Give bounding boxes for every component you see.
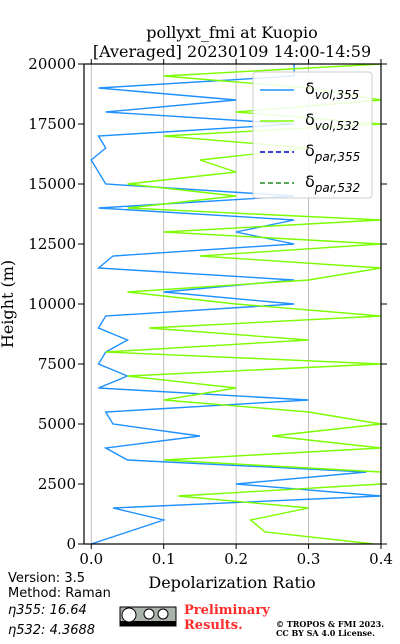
x-tick-label: 0.2	[224, 550, 248, 568]
x-tick-label: 0.1	[152, 550, 176, 568]
y-tick-label: 0	[66, 535, 76, 553]
y-tick-label: 20000	[28, 55, 76, 73]
y-tick-label: 15000	[28, 175, 76, 193]
legend-label: δpar,532	[305, 172, 360, 195]
x-tick-label: 0.0	[79, 550, 103, 568]
chart-title: pollyxt_fmi at Kuopio	[146, 23, 317, 42]
x-tick-label: 0.3	[297, 550, 321, 568]
license: CC BY SA 4.0 License.	[276, 628, 375, 638]
x-axis-label: Depolarization Ratio	[148, 573, 315, 592]
legend-label: δvol,532	[305, 110, 359, 133]
eta-355: η355: 16.64	[8, 603, 87, 618]
y-tick-label: 2500	[38, 475, 76, 493]
chart-subtitle: [Averaged] 20230109 14:00-14:59	[93, 42, 371, 61]
version: Version: 3.5	[8, 571, 85, 586]
y-tick-label: 12500	[28, 235, 76, 253]
legend-box	[252, 71, 373, 199]
preliminary: Preliminary	[184, 603, 270, 618]
license: © TROPOS & FMI 2023.	[276, 619, 384, 629]
legend-label: δvol,355	[305, 79, 359, 102]
cc-logo	[119, 606, 177, 627]
y-tick-label: 17500	[28, 115, 76, 133]
eta-532: η532: 4.3688	[8, 623, 95, 638]
x-tick-label: 0.4	[369, 550, 393, 568]
method: Method: Raman	[8, 586, 111, 601]
y-tick-label: 7500	[38, 355, 76, 373]
y-tick-label: 5000	[38, 415, 76, 433]
legend-label: δpar,355	[305, 141, 360, 164]
y-axis-label: Height (m)	[0, 260, 17, 348]
preliminary: Results.	[184, 618, 243, 633]
plot-frame	[83, 63, 382, 545]
y-tick-label: 10000	[28, 295, 76, 313]
series-line	[90, 64, 381, 544]
